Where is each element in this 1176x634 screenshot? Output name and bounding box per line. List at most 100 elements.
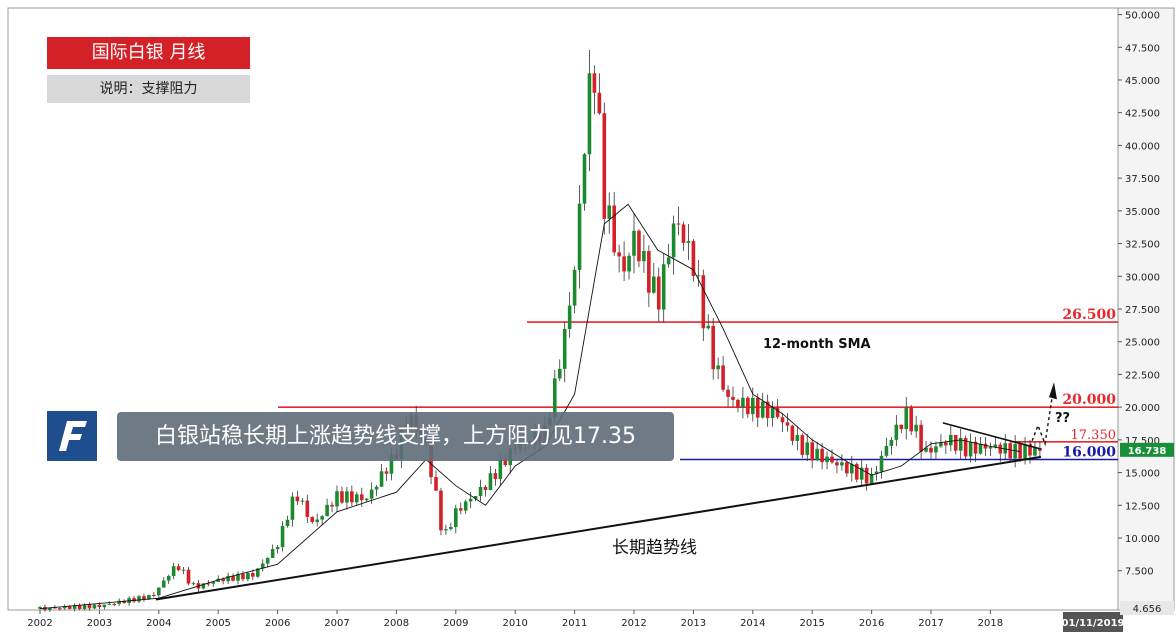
candle-body [736,399,740,408]
candle-body [256,568,260,577]
candle-body [840,462,844,466]
candle-body [236,573,240,581]
candle-body [92,604,97,609]
candle-body [998,444,1003,454]
y-tick-label: 45.000 [1125,76,1160,87]
candle-body [122,600,126,604]
candle-body [939,442,943,447]
y-tick-label: 35.000 [1125,207,1160,218]
y-tick-label: 15.000 [1125,469,1160,480]
candle-body [914,424,918,432]
candle-body [345,491,349,503]
candle-body [241,573,245,580]
candle-body [755,397,760,418]
candle-body [661,264,666,310]
y-tick-label: 7.500 [1125,567,1154,578]
candle-body [602,113,607,219]
candle-body [503,459,508,466]
x-tick-label: 2005 [205,618,230,629]
candle-body [864,467,869,484]
candle-body [305,500,310,517]
candle-body [656,276,661,310]
candle-body [760,401,765,418]
headline-text: 白银站稳长期上涨趋势线支撑，上方阻力见17.35 [155,424,636,449]
candle-body [854,464,859,480]
candle-body [137,596,141,602]
candle-body [330,504,334,507]
x-tick-label: 2004 [146,618,171,629]
candle-body [988,447,993,449]
y-tick-label: 30.000 [1125,272,1160,283]
candle-body [1028,444,1032,456]
candle-body [300,500,305,502]
candle-body [458,508,463,511]
candle-body [102,604,107,608]
candle-body [671,223,676,258]
candle-body [681,224,686,243]
chart-title-box: 国际白银 月线 [47,37,250,69]
candle-body [97,604,102,608]
candle-body [285,519,290,527]
candle-body [1033,448,1037,456]
candle-body [132,598,136,602]
x-tick-label: 2007 [324,618,349,629]
candle-body [815,448,819,461]
x-tick-label: 2014 [740,618,765,629]
candle-body [612,205,616,253]
candle-body [780,417,785,423]
candle-body [226,575,230,582]
candle-body [48,607,52,610]
candle-body [211,581,216,584]
candle-body [751,397,755,415]
candle-body [87,604,92,609]
candle-body [830,456,834,463]
x-tick-label: 2006 [265,618,290,629]
y-tick-label: 12.500 [1125,501,1160,512]
candle-body [201,583,206,589]
candle-body [562,328,567,369]
candle-body [320,516,324,520]
level-label-16.000: 16.000 [1062,445,1116,461]
candle-body [944,442,948,446]
current-price-label: 16.738 [1128,446,1167,457]
candle-body [592,73,597,93]
current-price-badge [1120,442,1174,457]
candle-body [775,407,780,418]
sma-label: 12-month SMA [763,337,871,352]
low-price-badge [1120,600,1174,615]
y-tick-label: 42.500 [1125,109,1160,120]
y-tick-label: 32.500 [1125,240,1160,251]
candle-body [919,424,923,452]
candle-body [483,486,488,490]
candle-body [493,473,498,479]
candle-body [369,489,374,499]
headline-banner: 白银站稳长期上涨趋势线支撑，上方阻力见17.35 [117,412,674,461]
candle-body [147,595,151,600]
candle-body [350,491,354,503]
candle-body [557,368,562,379]
candle-body [186,569,191,584]
candle-body [968,441,973,457]
candle-body [161,580,166,588]
candle-body [107,603,112,605]
candle-body [637,230,641,262]
candle-body [117,600,121,604]
level-label-17.350: 17.350 [1071,428,1117,443]
x-tick-label: 2016 [859,618,884,629]
candle-body [166,575,171,581]
candle-body [884,445,889,456]
candle-body [1003,443,1008,454]
candle-body [67,606,72,609]
chart-note: 说明：支撑阻力 [99,81,198,97]
candle-body [374,486,379,490]
candle-body [315,519,319,523]
candle-body [820,448,824,463]
candle-body [800,435,805,455]
breakout-arrow [1029,391,1054,447]
candle-body [310,516,315,523]
candle-body [904,407,909,430]
candle-body [463,501,468,511]
x-tick-label: 2008 [384,618,409,629]
candle-body [295,496,300,502]
low-price-label: 4.656 [1133,604,1162,615]
